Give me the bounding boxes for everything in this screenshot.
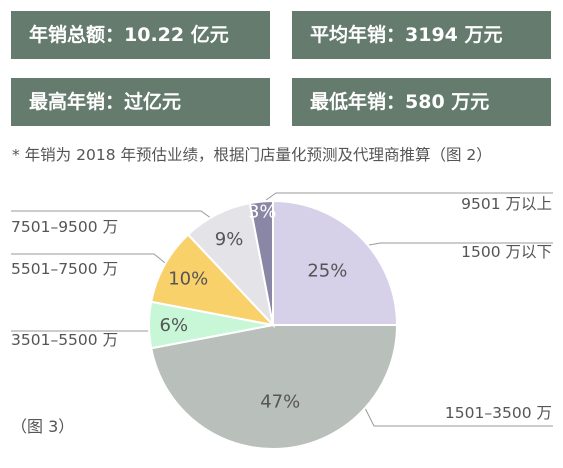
slice-percent-label: 25% [307,261,347,282]
category-label: 1501–3500 万 [445,404,552,422]
pie-slice [248,199,274,326]
stat-average-annual-sales: 平均年销：3194 万元 [292,11,551,59]
figure-caption: （图 3） [11,417,75,436]
slice-percent-label: 3% [248,201,277,222]
stat-total-annual-sales: 年销总额：10.22 亿元 [11,11,270,59]
stat-value: 580 万元 [405,91,490,113]
stat-label: 年销总额： [29,24,125,46]
stat-value: 3194 万元 [405,24,503,46]
slice-percent-label: 6% [160,315,189,336]
slice-percent-label: 10% [168,268,208,289]
stat-label: 最低年销： [310,91,406,113]
pie-slice [150,324,399,450]
stat-lowest-annual-sales: 最低年销：580 万元 [292,78,551,126]
category-label: 1500 万以下 [461,243,552,261]
pie-slice [272,199,399,326]
category-label: 5501–7500 万 [11,260,118,278]
stat-label: 最高年销： [29,91,125,113]
stat-value: 10.22 亿元 [124,24,229,46]
stat-value: 过亿元 [124,91,182,113]
slice-percent-label: 47% [260,392,300,413]
footnote: * 年销为 2018 年预估业绩，根据门店量化预测及代理商推算（图 2） [12,146,492,164]
category-label: 3501–5500 万 [11,331,118,349]
category-label: 7501–9500 万 [11,218,118,236]
stat-label: 平均年销： [310,24,406,46]
category-label: 9501 万以上 [461,195,552,213]
leader-line [265,192,553,201]
pie-slice [150,233,276,327]
stat-highest-annual-sales: 最高年销：过亿元 [11,78,270,126]
slice-percent-label: 9% [215,229,244,250]
